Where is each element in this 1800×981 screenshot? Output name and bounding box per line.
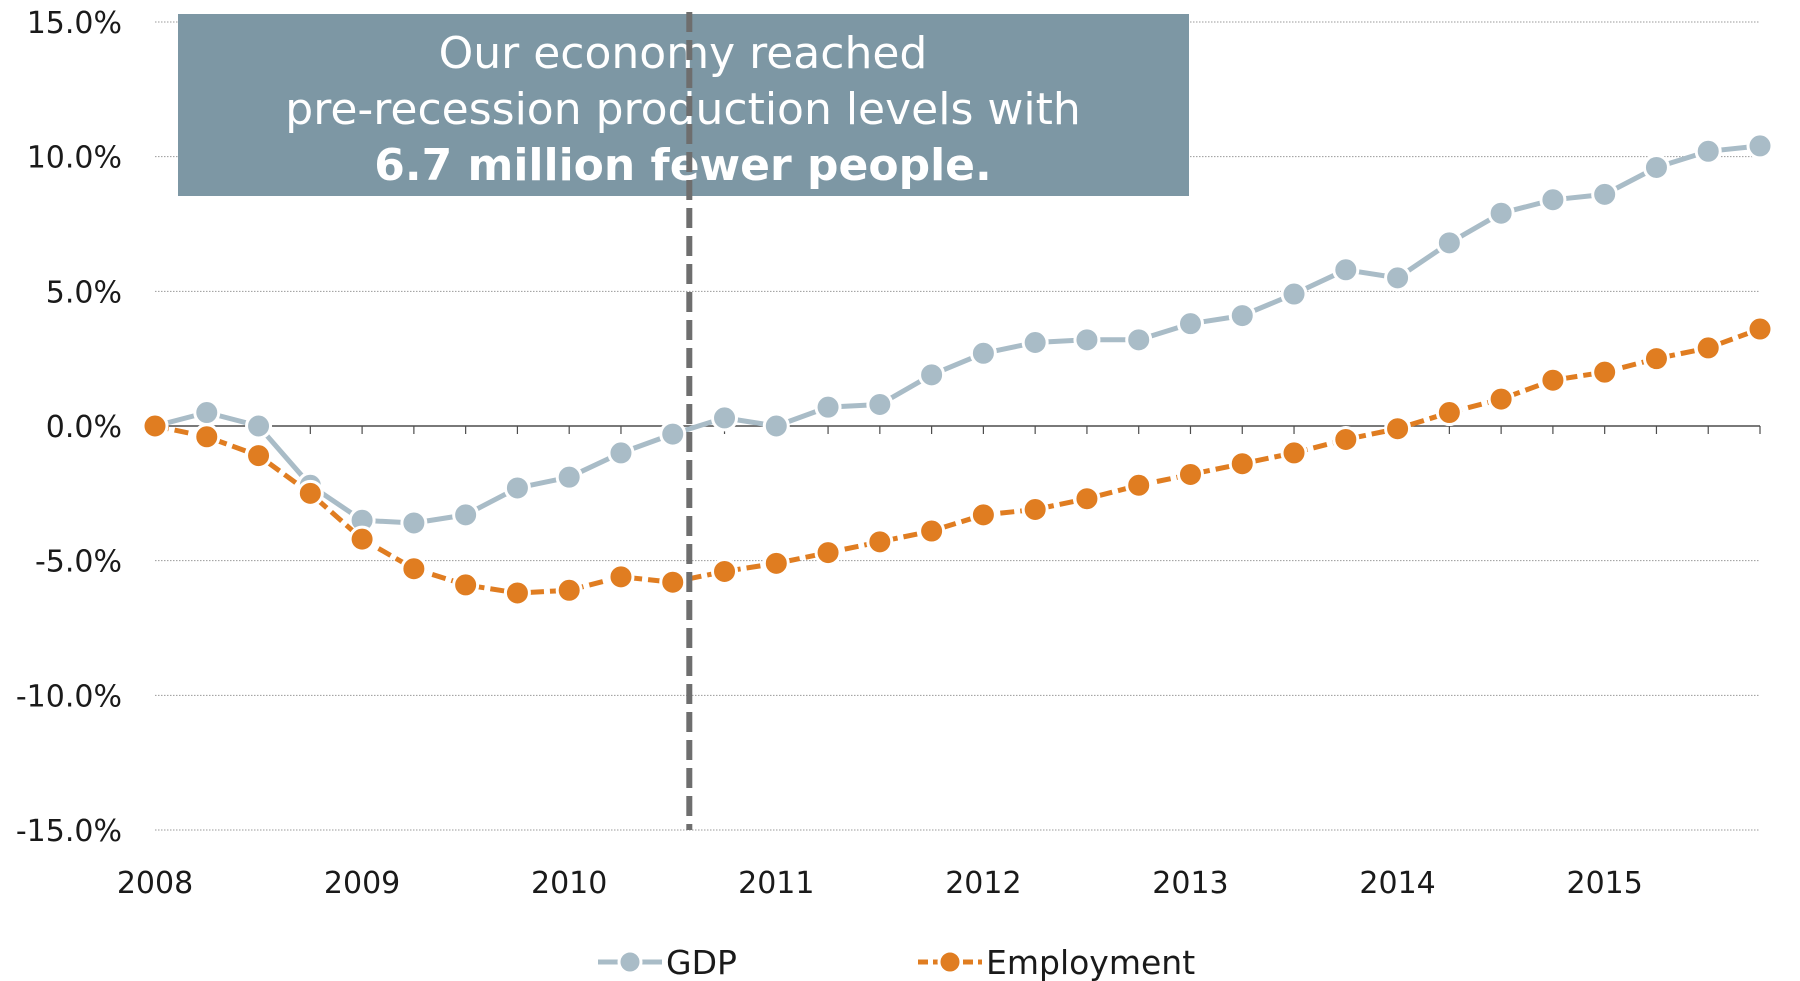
gdp-point <box>1746 132 1774 160</box>
employment-point <box>814 539 842 567</box>
series-layer <box>141 132 1774 607</box>
employment-point <box>659 568 687 596</box>
gdp-point <box>1591 180 1619 208</box>
y-tick-label: 15.0% <box>27 6 122 41</box>
employment-point <box>141 412 169 440</box>
employment-point <box>1591 358 1619 386</box>
y-tick-label: 10.0% <box>27 141 122 176</box>
x-tick-label: 2015 <box>1566 866 1642 901</box>
gdp-point <box>1073 326 1101 354</box>
gdp-point <box>1176 310 1204 338</box>
employment-point <box>762 549 790 577</box>
gdp-point <box>762 412 790 440</box>
y-tick-label: 0.0% <box>46 410 122 445</box>
legend-item-employment: Employment <box>918 943 1195 981</box>
gdp-point <box>1539 186 1567 214</box>
gdp-point <box>1228 302 1256 330</box>
gdp-point <box>1694 137 1722 165</box>
employment-point <box>348 525 376 553</box>
x-tick-label: 2011 <box>738 866 814 901</box>
employment-point <box>1539 366 1567 394</box>
gdp-point <box>1021 329 1049 357</box>
employment-point <box>1384 415 1412 443</box>
y-tick-label: -5.0% <box>35 545 122 580</box>
gdp-point <box>400 509 428 537</box>
employment-point <box>503 579 531 607</box>
x-tick-label: 2010 <box>531 866 607 901</box>
legend-item-gdp: GDP <box>598 943 737 981</box>
employment-point <box>296 479 324 507</box>
gdp-point <box>1384 264 1412 292</box>
annotation-line-2: pre-recession production levels with <box>285 84 1080 135</box>
employment-point <box>711 557 739 585</box>
gdp-point <box>969 339 997 367</box>
employment-point <box>400 555 428 583</box>
series-employment <box>141 315 1774 607</box>
x-tick-label: 2013 <box>1152 866 1228 901</box>
employment-point <box>1332 425 1360 453</box>
x-tick-label: 2008 <box>117 866 193 901</box>
employment-point <box>866 528 894 556</box>
legend-label: GDP <box>666 943 737 981</box>
gdp-point <box>659 420 687 448</box>
gdp-point <box>452 501 480 529</box>
axes: 15.0% 10.0% 5.0% 0.0% -5.0% -10.0% -15.0% 2008 2… <box>16 6 1761 901</box>
gdp-point <box>814 393 842 421</box>
legend: GDP Employment <box>598 943 1195 981</box>
gdp-point <box>1332 256 1360 284</box>
employment-point <box>1176 460 1204 488</box>
gdp-point <box>607 439 635 467</box>
employment-point <box>607 563 635 591</box>
employment-point <box>245 442 273 470</box>
x-tick-label: 2012 <box>945 866 1021 901</box>
legend-label: Employment <box>986 943 1195 981</box>
employment-point <box>1021 495 1049 523</box>
gdp-point <box>503 474 531 502</box>
gdp-point <box>1435 229 1463 257</box>
employment-point <box>969 501 997 529</box>
legend-swatch-marker <box>937 949 963 975</box>
gdp-point <box>1642 153 1670 181</box>
employment-point <box>1487 385 1515 413</box>
annotation-box <box>178 14 1189 196</box>
y-tick-label: -15.0% <box>16 814 122 849</box>
employment-point <box>1280 439 1308 467</box>
employment-point <box>1228 450 1256 478</box>
series-gdp <box>141 132 1774 537</box>
gdp-point <box>866 390 894 418</box>
gdp-point <box>245 412 273 440</box>
gdp-point <box>1487 199 1515 227</box>
annotation-line-1: Our economy reached <box>439 28 928 79</box>
gdp-point <box>193 399 221 427</box>
employment-point <box>1073 485 1101 513</box>
gdp-line <box>154 143 1761 526</box>
annotation-line-3: 6.7 million fewer people. <box>374 140 992 191</box>
employment-point <box>1746 315 1774 343</box>
x-tick-label: 2009 <box>324 866 400 901</box>
gdp-point <box>1280 280 1308 308</box>
gdp-point <box>1125 326 1153 354</box>
employment-point <box>1435 399 1463 427</box>
y-tick-label: -10.0% <box>16 679 122 714</box>
gdp-point <box>555 463 583 491</box>
employment-point <box>193 423 221 451</box>
y-tick-label: 5.0% <box>46 275 122 310</box>
employment-point <box>555 576 583 604</box>
gdp-point <box>918 361 946 389</box>
employment-line <box>154 326 1761 596</box>
gdp-point <box>711 404 739 432</box>
employment-point <box>918 517 946 545</box>
x-tick-label: 2014 <box>1359 866 1435 901</box>
employment-point <box>452 571 480 599</box>
employment-point <box>1642 345 1670 373</box>
employment-point <box>1125 471 1153 499</box>
legend-swatch-marker <box>617 949 643 975</box>
annotation: Our economy reached pre-recession produc… <box>178 14 1189 196</box>
employment-point <box>1694 334 1722 362</box>
